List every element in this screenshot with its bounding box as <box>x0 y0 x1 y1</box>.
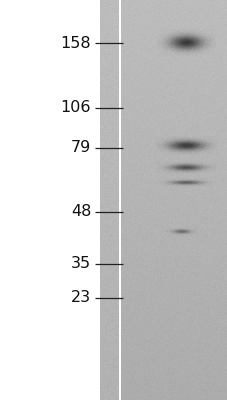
Text: 106: 106 <box>60 100 91 116</box>
Text: 35: 35 <box>71 256 91 272</box>
Text: 23: 23 <box>71 290 91 306</box>
Text: 158: 158 <box>60 36 91 51</box>
Text: 79: 79 <box>71 140 91 156</box>
Text: 48: 48 <box>71 204 91 220</box>
